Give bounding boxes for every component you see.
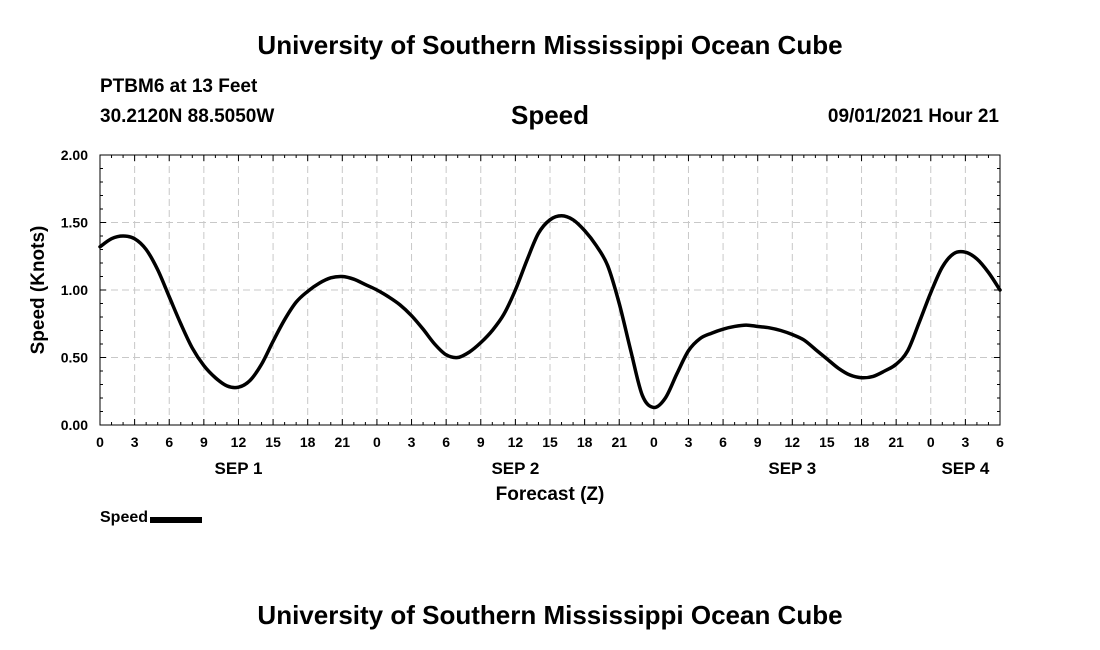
legend-line-swatch (150, 516, 203, 523)
x-tick-label: 3 (685, 434, 693, 450)
x-tick-label: 6 (996, 434, 1004, 450)
forecast-timestamp: 09/01/2021 Hour 21 (827, 106, 999, 127)
footer-title: University of Southern Mississippi Ocean… (257, 600, 843, 630)
page-title: University of Southern Mississippi Ocean… (257, 30, 843, 60)
y-tick-label: 1.00 (61, 282, 88, 298)
x-tick-label: 21 (611, 434, 627, 450)
date-label: SEP 3 (768, 459, 816, 478)
x-tick-label: 12 (231, 434, 247, 450)
x-axis-title: Forecast (Z) (496, 484, 605, 505)
y-tick-label: 2.00 (61, 147, 88, 163)
x-tick-label: 18 (577, 434, 593, 450)
legend: Speed (100, 509, 203, 527)
y-axis-title: Speed (Knots) (28, 226, 49, 355)
y-tick-label: 0.50 (61, 350, 88, 366)
x-tick-label: 3 (408, 434, 416, 450)
x-tick-label: 0 (927, 434, 935, 450)
date-label: SEP 2 (491, 459, 539, 478)
date-label: SEP 4 (941, 459, 989, 478)
x-tick-label: 21 (888, 434, 904, 450)
x-tick-label: 9 (477, 434, 485, 450)
x-tick-label: 0 (373, 434, 381, 450)
x-tick-label: 9 (200, 434, 208, 450)
x-tick-label: 3 (131, 434, 139, 450)
x-tick-label: 15 (819, 434, 835, 450)
x-tick-label: 9 (754, 434, 762, 450)
x-tick-label: 15 (542, 434, 558, 450)
series-line-speed (98, 214, 1002, 410)
x-tick-label: 12 (508, 434, 524, 450)
x-tick-label: 18 (300, 434, 316, 450)
legend-label: Speed (100, 509, 149, 526)
y-tick-label: 1.50 (61, 215, 88, 231)
x-tick-label: 0 (650, 434, 658, 450)
x-tick-label: 21 (335, 434, 351, 450)
x-tick-label: 6 (719, 434, 727, 450)
x-tick-label: 18 (854, 434, 870, 450)
x-tick-label: 12 (785, 434, 801, 450)
variable-title: Speed (510, 100, 590, 130)
x-tick-label: 3 (961, 434, 969, 450)
x-tick-label: 6 (165, 434, 173, 450)
y-tick-label: 0.00 (61, 417, 88, 433)
station-coordinates: 30.2120N 88.5050W (100, 106, 275, 127)
x-tick-label: 0 (96, 434, 104, 450)
date-label: SEP 1 (215, 459, 263, 478)
x-tick-label: 6 (442, 434, 450, 450)
station-label: PTBM6 at 13 Feet (100, 76, 258, 97)
x-tick-label: 15 (265, 434, 281, 450)
